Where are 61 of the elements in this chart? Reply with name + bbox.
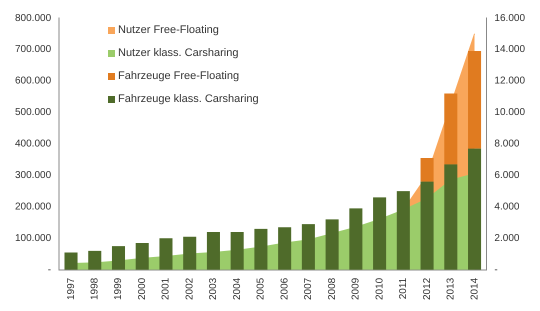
y2-tick-label: 6.000	[494, 170, 520, 182]
y2-tick-label: 2.000	[494, 233, 520, 244]
x-tick-label: 2013	[446, 277, 457, 300]
bar	[88, 250, 102, 270]
bar	[159, 238, 172, 270]
x-tick-label: 2009	[350, 277, 362, 300]
x-tick-label: 2003	[208, 277, 220, 300]
y2-tick-label: -	[494, 264, 498, 276]
bar	[183, 236, 196, 270]
bar	[112, 246, 126, 270]
bar	[444, 164, 458, 270]
x-tick-label: 2000	[136, 277, 148, 300]
x-tick-label: 2004	[232, 277, 243, 300]
y-tick-label: 200.000	[14, 202, 52, 213]
bar	[420, 182, 434, 270]
bar	[444, 94, 458, 164]
bar	[468, 148, 482, 270]
x-tick-label: 2005	[256, 277, 267, 300]
bar	[64, 252, 78, 270]
x-tick-label: 1999	[113, 277, 124, 300]
x-tick-label: 2008	[326, 277, 338, 300]
legend-label: Fahrzeuge klass. Carsharing	[118, 93, 259, 105]
y2-tick-label: 4.000	[494, 202, 520, 213]
legend-label: Nutzer klass. Carsharing	[118, 47, 238, 59]
bar	[302, 224, 315, 270]
x-tick-label: 2010	[374, 277, 386, 300]
bar	[278, 227, 292, 270]
bar	[254, 228, 268, 270]
y-tick-label: 300.000	[14, 170, 52, 182]
y-tick-label: 400.000	[14, 138, 52, 150]
x-tick-label: 1997	[66, 277, 77, 300]
x-tick-label: 2011	[398, 277, 410, 300]
bar	[373, 197, 386, 270]
x-tick-label: 1998	[90, 277, 101, 300]
bar	[396, 191, 410, 270]
y-tick-label: 700.000	[14, 44, 52, 56]
y-tick-label: 800.000	[14, 12, 52, 24]
x-tick-label: 2002	[184, 277, 196, 300]
y-tick-label: 500.000	[14, 107, 52, 118]
bar	[206, 232, 220, 270]
bar	[230, 232, 244, 270]
y-tick-label: 100.000	[14, 233, 52, 244]
y2-tick-label: 16.000	[494, 12, 526, 24]
x-tick-label: 2012	[422, 277, 433, 300]
bar	[136, 243, 149, 270]
x-tick-label: 2001	[160, 277, 172, 300]
x-tick-label: 2007	[303, 277, 314, 300]
y2-tick-label: 10.000	[494, 107, 526, 118]
y2-tick-label: 14.000	[494, 44, 526, 56]
bar	[420, 158, 434, 182]
bar	[349, 208, 362, 270]
bar	[326, 219, 339, 270]
y2-tick-label: 8.000	[494, 138, 520, 150]
y-tick-label: -	[48, 264, 52, 276]
x-tick-label: 2014	[469, 277, 480, 300]
bar	[468, 51, 482, 149]
legend-label: Fahrzeuge Free-Floating	[118, 70, 240, 82]
legend-label: Nutzer Free-Floating	[118, 24, 219, 36]
y2-tick-label: 12.000	[494, 76, 526, 87]
y-tick-label: 600.000	[14, 76, 52, 87]
x-tick-label: 2006	[279, 277, 290, 300]
